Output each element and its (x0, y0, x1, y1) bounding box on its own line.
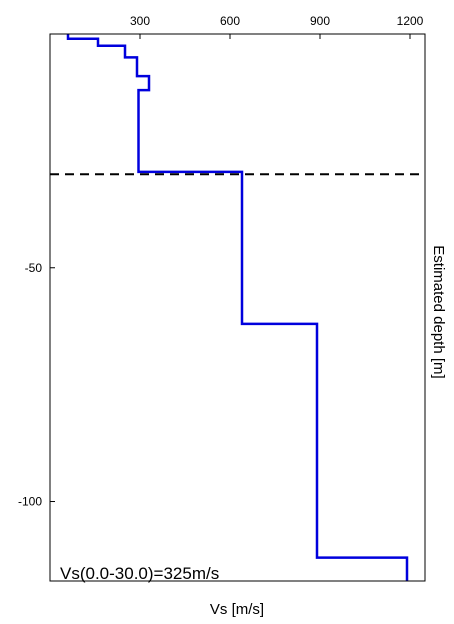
plot-frame-layer (49, 33, 426, 582)
plot-frame (49, 33, 426, 582)
plot-layer (66, 34, 409, 581)
x-tick-label: 600 (220, 14, 240, 28)
vs30-annotation: Vs(0.0-30.0)=325m/s (60, 564, 219, 583)
y-axis-title: Estimated depth [m] (430, 245, 447, 378)
x-tick-label: 1200 (397, 14, 424, 28)
vs-profile-line-0 (66, 34, 409, 581)
x-tick-label: 300 (130, 14, 150, 28)
y-tick-label: -100 (18, 495, 42, 509)
x-tick-label: 900 (310, 14, 330, 28)
x-ticks-layer: 300 600 900 1200 (130, 14, 424, 39)
y-tick-label: -50 (25, 261, 43, 275)
x-axis-title: Vs [m/s] (210, 601, 264, 618)
y-ticks-layer: -50 -100 (18, 261, 55, 509)
